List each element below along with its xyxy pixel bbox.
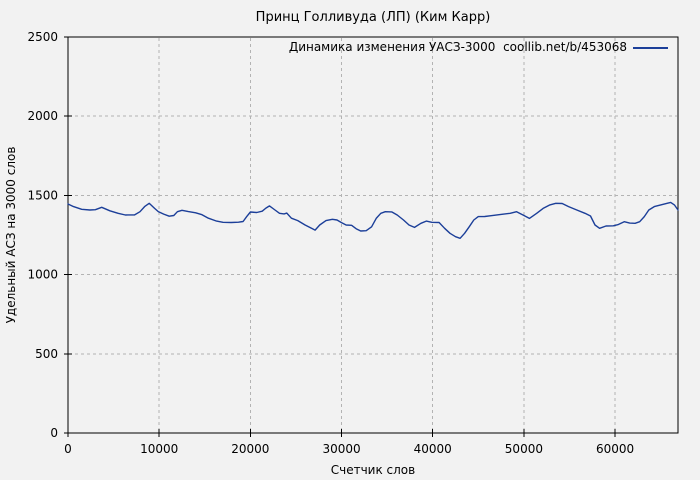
x-tick-label: 60000 [596, 442, 634, 456]
x-tick-label: 20000 [231, 442, 269, 456]
x-tick-label: 0 [64, 442, 72, 456]
x-axis-label: Счетчик слов [330, 463, 416, 477]
data-line [67, 201, 679, 240]
y-tick-label: 2500 [27, 30, 58, 44]
x-tick-label: 40000 [414, 442, 452, 456]
x-tick-label: 30000 [322, 442, 360, 456]
y-tick-label: 0 [50, 426, 58, 440]
plot-border [67, 36, 679, 434]
y-tick-label: 2000 [27, 109, 58, 123]
y-tick-label: 1500 [27, 188, 58, 202]
legend-series-label: Динамика изменения УАСЗ-3000 coollib.net… [288, 40, 627, 54]
y-tick-label: 1000 [27, 268, 58, 282]
legend-line-sample [633, 46, 668, 49]
legend: Динамика изменения УАСЗ-3000 coollib.net… [289, 40, 668, 55]
x-tick-label: 50000 [505, 442, 543, 456]
y-tick-label: 500 [35, 347, 58, 361]
chart-title: Принц Голливуда (ЛП) (Ким Карр) [255, 10, 491, 25]
x-tick-label: 10000 [140, 442, 178, 456]
